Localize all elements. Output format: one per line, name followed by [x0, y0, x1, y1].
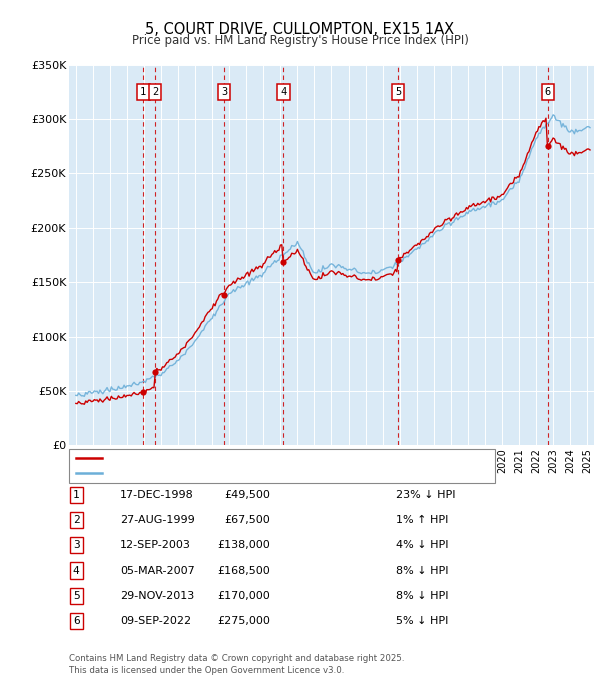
Text: Contains HM Land Registry data © Crown copyright and database right 2025.
This d: Contains HM Land Registry data © Crown c… [69, 653, 404, 675]
Text: 5, COURT DRIVE, CULLOMPTON, EX15 1AX: 5, COURT DRIVE, CULLOMPTON, EX15 1AX [145, 22, 455, 37]
Text: 17-DEC-1998: 17-DEC-1998 [120, 490, 194, 500]
Text: 1: 1 [140, 87, 146, 97]
Text: 5: 5 [73, 591, 80, 600]
Text: 4% ↓ HPI: 4% ↓ HPI [396, 541, 449, 550]
Text: 3: 3 [221, 87, 227, 97]
Text: 27-AUG-1999: 27-AUG-1999 [120, 515, 195, 525]
Text: £168,500: £168,500 [217, 566, 270, 575]
Text: 8% ↓ HPI: 8% ↓ HPI [396, 591, 449, 600]
Text: 2: 2 [152, 87, 158, 97]
Text: £49,500: £49,500 [224, 490, 270, 500]
Text: HPI: Average price, semi-detached house, Mid Devon: HPI: Average price, semi-detached house,… [107, 469, 383, 478]
Text: 4: 4 [280, 87, 287, 97]
Text: Price paid vs. HM Land Registry's House Price Index (HPI): Price paid vs. HM Land Registry's House … [131, 34, 469, 47]
Text: 5, COURT DRIVE, CULLOMPTON, EX15 1AX (semi-detached house): 5, COURT DRIVE, CULLOMPTON, EX15 1AX (se… [107, 454, 450, 463]
Text: 4: 4 [73, 566, 80, 575]
Text: 23% ↓ HPI: 23% ↓ HPI [396, 490, 455, 500]
Text: 3: 3 [73, 541, 80, 550]
Text: £170,000: £170,000 [217, 591, 270, 600]
Text: £275,000: £275,000 [217, 616, 270, 626]
Text: 05-MAR-2007: 05-MAR-2007 [120, 566, 195, 575]
Text: 8% ↓ HPI: 8% ↓ HPI [396, 566, 449, 575]
Text: 6: 6 [73, 616, 80, 626]
Text: £138,000: £138,000 [217, 541, 270, 550]
Text: 1: 1 [73, 490, 80, 500]
Text: 2: 2 [73, 515, 80, 525]
Text: 1% ↑ HPI: 1% ↑ HPI [396, 515, 448, 525]
Text: 09-SEP-2022: 09-SEP-2022 [120, 616, 191, 626]
Text: £67,500: £67,500 [224, 515, 270, 525]
Text: 29-NOV-2013: 29-NOV-2013 [120, 591, 194, 600]
Text: 6: 6 [545, 87, 551, 97]
Text: 12-SEP-2003: 12-SEP-2003 [120, 541, 191, 550]
Text: 5: 5 [395, 87, 401, 97]
Text: 5% ↓ HPI: 5% ↓ HPI [396, 616, 448, 626]
